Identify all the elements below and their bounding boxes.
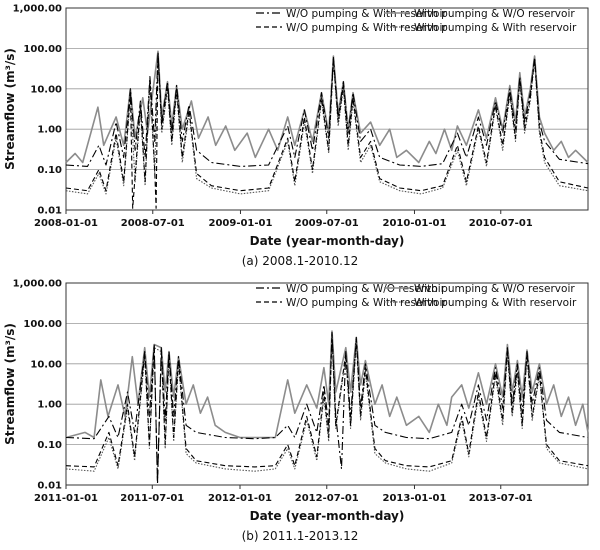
legend-label-2: With pumping & W/O reservoir [414,8,575,20]
series-line-0 [65,51,589,167]
x-tick-label: 2008-01-01 [34,218,98,229]
y-axis-label: Streamflow (m³/s) [3,48,17,170]
series-line-1 [65,52,589,209]
chart-panel-b: 0.01 0.10 1.00 10.00 100.00 1,000.00 2011-01-0… [0,275,600,550]
legend-label-3: With pumping & With reservoir [414,297,577,309]
x-tick-label: 2013-01-01 [382,493,446,504]
y-tick-label: 10.00 [30,84,62,95]
series-line-2 [65,330,589,439]
y-tick-label: 0.10 [37,165,62,176]
y-tick-label: 1,000.00 [13,279,62,290]
chart-caption-b: (b) 2011.1-2013.12 [241,529,359,543]
legend-label-2: With pumping & W/O reservoir [414,283,575,295]
x-axis-label: Date (year-month-day) [250,234,405,248]
legend-label-1: W/O pumping & With reservoir [286,297,447,309]
y-tick-label: 1,000.00 [13,4,62,15]
y-axis-label: Streamflow (m³/s) [3,323,17,445]
legend-label-1: W/O pumping & With reservoir [286,22,447,34]
x-tick-label: 2013-07-01 [469,493,533,504]
x-tick-label: 2010-07-01 [469,218,533,229]
y-tick-label: 0.10 [37,440,62,451]
y-tick-label: 0.01 [37,481,62,492]
x-tick-label: 2009-01-01 [208,218,272,229]
legend-label-3: With pumping & With reservoir [414,22,577,34]
legend-label-0: W/O pumping & W/O reservoir [286,283,446,295]
x-tick-label: 2011-07-01 [120,493,184,504]
x-tick-label: 2012-01-01 [208,493,272,504]
legend-label-0: W/O pumping & With reservoir [286,8,447,20]
y-tick-label: 100.00 [23,44,62,55]
series-line-0 [65,331,589,484]
y-tick-label: 10.00 [30,359,62,370]
chart-panel-a: 0.01 0.10 1.00 10.00 100.00 1,000.00 2008-01-0… [3,4,589,268]
x-tick-label: 2012-07-01 [295,493,359,504]
x-axis-label: Date (year-month-day) [250,509,405,523]
y-tick-label: 100.00 [23,319,62,330]
x-tick-label: 2011-01-01 [34,493,98,504]
x-tick-label: 2010-01-01 [382,218,446,229]
x-tick-label: 2008-07-01 [121,218,185,229]
y-tick-label: 1.00 [37,400,62,411]
streamflow-chart-a: 0.01 0.10 1.00 10.00 100.00 1,000.00 2008-01-0… [3,4,589,248]
y-tick-label: 0.01 [37,206,62,217]
x-tick-label: 2009-07-01 [295,218,359,229]
y-tick-label: 1.00 [37,125,62,136]
chart-caption-a: (a) 2008.1-2010.12 [241,254,359,268]
streamflow-chart-b: 0.01 0.10 1.00 10.00 100.00 1,000.00 2011-01-0… [3,279,589,523]
series-line-3 [65,54,589,195]
series-line-3 [65,335,589,472]
